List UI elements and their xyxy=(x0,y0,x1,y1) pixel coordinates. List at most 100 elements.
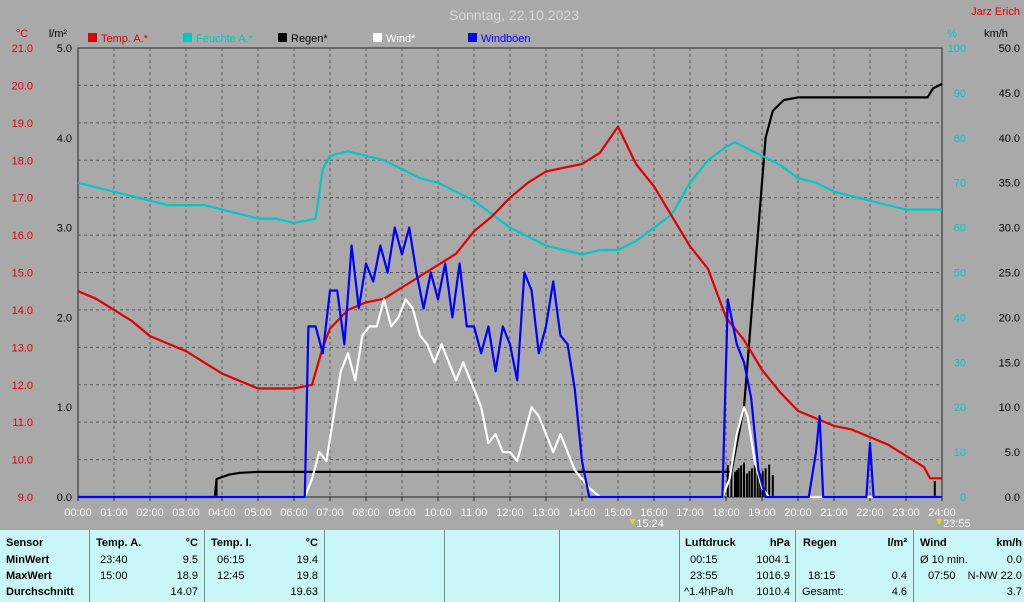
temp-tick-label: 15.0 xyxy=(12,268,33,280)
regen-unit: l/m² xyxy=(887,537,907,549)
luftdruck-max-time: 23:55 xyxy=(690,570,718,582)
wind-avg10-value: 0.0 xyxy=(1006,554,1022,566)
wind-tick-label: 50.0 xyxy=(999,43,1020,55)
x-tick-label: 20:00 xyxy=(784,507,812,519)
legend-label-temp: Temp. A.* xyxy=(101,33,149,45)
temp-a-unit: °C xyxy=(185,537,198,549)
temp-tick-label: 11.0 xyxy=(12,417,33,429)
humidity-tick-label: 60 xyxy=(954,223,966,235)
x-tick-label: 23:00 xyxy=(892,507,920,519)
legend: Temp. A.* Feuchte A.* Regen* Wind* Windb… xyxy=(88,33,531,45)
luftdruck-header: Luftdruck xyxy=(685,537,736,549)
humidity-line xyxy=(77,141,942,256)
temp-a-min-value: 9.5 xyxy=(182,554,198,566)
rain-tick-label: 1.0 xyxy=(57,402,72,414)
wind-section: Wind km/h Ø 10 min. 0.0 07:50 N-NW 22.0 … xyxy=(914,530,1024,602)
wind-max-time: 07:50 xyxy=(928,570,956,582)
rain-line xyxy=(78,82,943,499)
temp-i-unit: °C xyxy=(305,537,318,549)
legend-label-humidity: Feuchte A.* xyxy=(196,33,254,45)
temp-a-max-time: 15:00 xyxy=(100,570,128,582)
x-tick-label: 08:00 xyxy=(352,507,380,519)
luftdruck-trend: ^1.4hPa/h xyxy=(684,586,734,598)
humidity-tick-label: 100 xyxy=(948,43,966,55)
x-tick-label: 19:00 xyxy=(748,507,776,519)
x-tick-label: 15:00 xyxy=(604,507,632,519)
regen-max-time: 18:15 xyxy=(808,570,836,582)
author-label: Jarz Erich xyxy=(971,6,1020,18)
y-axis-ticks: 9.0 10.0 11.0 12.0 13.0 14.0 15.0 16.0 17.0 18.0 1… xyxy=(12,43,1020,504)
wind-tick-label: 10.0 xyxy=(999,402,1020,414)
x-tick-label: 00:00 xyxy=(64,507,92,519)
legend-label-wind: Wind* xyxy=(386,33,416,45)
wind-tick-label: 30.0 xyxy=(999,223,1020,235)
x-tick-label: 14:00 xyxy=(568,507,596,519)
temp-a-header: Temp. A. xyxy=(96,537,142,549)
temp-tick-label: 13.0 xyxy=(12,342,33,354)
temp-i-header: Temp. I. xyxy=(211,537,252,549)
humidity-tick-label: 20 xyxy=(954,402,966,414)
x-tick-label: 04:00 xyxy=(208,507,236,519)
regen-section: Regen l/m² 18:15 0.4 Gesamt: 4.6 xyxy=(796,530,914,602)
wind-tick-label: 40.0 xyxy=(999,133,1020,145)
x-tick-label: 01:00 xyxy=(100,507,128,519)
rain-tick-label: 4.0 xyxy=(57,133,72,145)
wind-tick-label: 5.0 xyxy=(1005,447,1020,459)
regen-total-value: 4.6 xyxy=(891,586,907,598)
humidity-tick-label: 0 xyxy=(960,492,966,504)
humidity-tick-label: 80 xyxy=(954,133,966,145)
temp-tick-label: 10.0 xyxy=(12,455,33,467)
x-tick-label: 11:00 xyxy=(461,507,488,519)
x-tick-label: 03:00 xyxy=(172,507,200,519)
wind-header: Wind xyxy=(920,537,947,549)
x-tick-label: 02:00 xyxy=(136,507,164,519)
x-tick-label: 06:00 xyxy=(280,507,308,519)
temp-axis-unit: °C xyxy=(16,28,28,40)
luftdruck-unit: hPa xyxy=(769,537,790,549)
temp-a-min-time: 23:40 xyxy=(100,554,128,566)
rain-tick-label: 2.0 xyxy=(57,312,72,324)
sensor-section: Sensor MinWert MaxWert Durchschnitt xyxy=(0,530,90,602)
wind-tick-label: 35.0 xyxy=(999,178,1020,190)
x-tick-label: 05:00 xyxy=(244,507,272,519)
x-tick-label: 12:00 xyxy=(496,507,524,519)
wind-avg10-label: Ø 10 min. xyxy=(920,554,968,566)
luftdruck-max-value: 1016.9 xyxy=(756,570,790,582)
temp-tick-label: 12.0 xyxy=(12,380,33,392)
stats-panel: Sensor MinWert MaxWert Durchschnitt Temp… xyxy=(0,530,1024,602)
humidity-tick-label: 70 xyxy=(954,178,966,190)
temp-i-max-value: 19.8 xyxy=(296,570,318,582)
rain-tick-label: 5.0 xyxy=(57,43,72,55)
legend-swatch-temp xyxy=(88,33,97,42)
x-tick-label: 16:00 xyxy=(640,507,668,519)
wind-tick-label: 20.0 xyxy=(999,312,1020,324)
humidity-tick-label: 90 xyxy=(954,88,966,100)
empty-section-1 xyxy=(325,530,445,602)
temp-a-section: Temp. A. °C 23:40 9.5 15:00 18.9 14.07 xyxy=(90,530,205,602)
time-marker-icon xyxy=(936,519,943,525)
temp-tick-label: 18.0 xyxy=(12,155,33,167)
x-tick-label: 18:00 xyxy=(712,507,740,519)
x-tick-label: 21:00 xyxy=(820,507,848,519)
humidity-tick-label: 50 xyxy=(954,268,966,280)
row-label-min: MinWert xyxy=(6,554,50,566)
temp-i-min-value: 19.4 xyxy=(296,554,318,566)
wind-tick-label: 0.0 xyxy=(1005,492,1020,504)
time-marker-icon xyxy=(629,519,636,525)
temp-a-avg-value: 14.07 xyxy=(170,586,198,598)
legend-label-gust: Windböen xyxy=(481,33,531,45)
chart-grid xyxy=(77,47,943,498)
x-axis-ticks: 00:00 01:00 02:00 03:00 04:00 05:00 06:00 07:00… xyxy=(64,497,956,519)
legend-label-rain: Regen* xyxy=(291,33,328,45)
temp-tick-label: 14.0 xyxy=(12,305,33,317)
legend-swatch-gust xyxy=(468,33,477,42)
temp-tick-label: 17.0 xyxy=(12,193,33,205)
temp-i-min-time: 06:15 xyxy=(217,554,245,566)
gust-line xyxy=(78,226,942,499)
legend-swatch-wind xyxy=(373,33,382,42)
temp-tick-label: 20.0 xyxy=(12,80,33,92)
temp-tick-label: 9.0 xyxy=(18,492,33,504)
temp-i-section: Temp. I. °C 06:15 19.4 12:45 19.8 19.63 xyxy=(205,530,325,602)
luftdruck-min-value: 1004.1 xyxy=(756,554,790,566)
humidity-tick-label: 30 xyxy=(954,357,966,369)
